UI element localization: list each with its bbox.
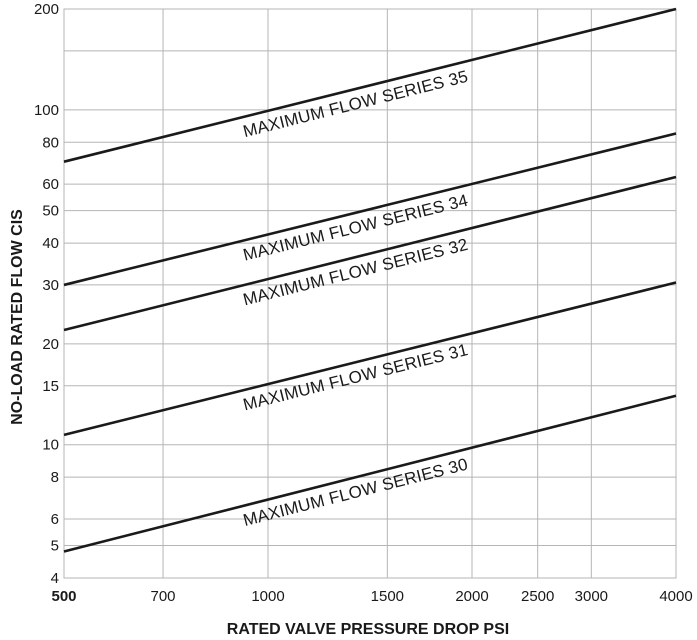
x-tick-label: 1000 [251, 588, 284, 605]
grid-layer [63, 8, 677, 579]
x-tick-label: 2500 [521, 588, 554, 605]
y-tick-label: 20 [42, 336, 59, 353]
x-tick-label: 1500 [371, 588, 404, 605]
y-tick-label: 100 [34, 102, 59, 119]
series-label: MAXIMUM FLOW SERIES 31 [241, 340, 470, 414]
y-tick-label: 15 [42, 378, 59, 395]
y-axis-title: NO-LOAD RATED FLOW CIS [9, 209, 26, 425]
y-tick-label: 80 [42, 134, 59, 151]
x-tick-label: 2000 [455, 588, 488, 605]
y-tick-label: 50 [42, 203, 59, 220]
series-line [63, 175, 677, 332]
x-tick-label: 500 [51, 588, 76, 605]
series-line [63, 7, 677, 163]
x-tick-label: 700 [151, 588, 176, 605]
y-tick-label: 4 [51, 570, 59, 587]
series-line [63, 394, 677, 553]
y-tick-label: 5 [51, 538, 59, 555]
series-line [63, 281, 677, 437]
y-tick-label: 40 [42, 235, 59, 252]
y-tick-label: 8 [51, 469, 59, 486]
y-tick-label: 30 [42, 277, 59, 294]
y-tick-label: 60 [42, 176, 59, 193]
x-axis-title: RATED VALVE PRESSURE DROP PSI [227, 621, 509, 638]
y-tick-label: 10 [42, 437, 59, 454]
series-label: MAXIMUM FLOW SERIES 35 [241, 67, 470, 141]
x-tick-label: 3000 [575, 588, 608, 605]
y-tick-label: 6 [51, 511, 59, 528]
x-tick-label: 4000 [659, 588, 692, 605]
series-line [63, 132, 677, 287]
tick-layer: 500 700 1000 1500 2000 2500 3000 4000 4 5 6 8 10 15 20… [34, 1, 693, 605]
series-layer: MAXIMUM FLOW SERIES 35 MAXIMUM FLOW SERIE… [63, 7, 677, 553]
y-tick-label: 200 [34, 1, 59, 18]
